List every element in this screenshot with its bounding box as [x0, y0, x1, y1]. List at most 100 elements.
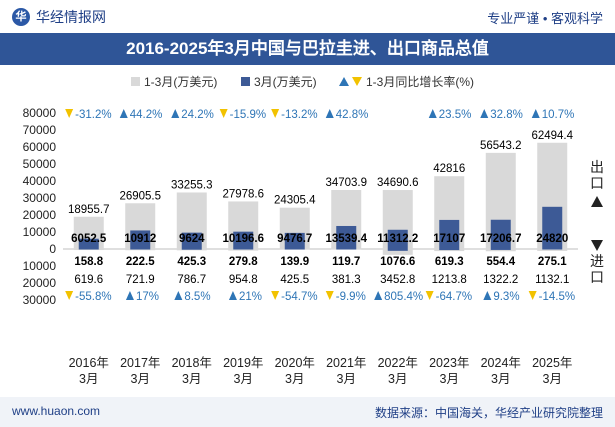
- export-month-label: 17206.7: [480, 233, 522, 245]
- export-ytd-label: 42816: [433, 163, 465, 175]
- import-ytd-label: 3452.8: [380, 274, 415, 286]
- import-growth-label: 17%: [136, 291, 159, 303]
- import-month-label: 275.1: [538, 256, 567, 268]
- import-month-bar: [130, 249, 151, 250]
- legend-up-arrow-icon: [339, 77, 349, 86]
- import-ytd-label: 619.6: [74, 274, 103, 286]
- import-month-bar: [542, 249, 563, 250]
- import-month-bar: [336, 249, 357, 250]
- export-growth-label: -13.2%: [281, 109, 317, 121]
- export-growth-up-arrow-icon: [480, 109, 489, 118]
- import-growth-label: 9.3%: [493, 291, 519, 303]
- export-month-bar: [130, 230, 151, 249]
- export-month-bar: [233, 231, 254, 249]
- y-tick-label: 70000: [23, 123, 57, 137]
- chart: 1-3月(万美元) 3月(万美元) 1-3月同比增长率(%) 80000 70000 60…: [23, 74, 604, 386]
- legend-ytd-label: 1-3月(万美元): [144, 75, 217, 89]
- export-month-label: 24820: [536, 233, 568, 245]
- export-growth-label: 23.5%: [439, 109, 472, 121]
- x-tick-label-year: 2024年: [481, 356, 521, 370]
- import-ytd-bar: [73, 249, 104, 251]
- export-month-bar: [284, 232, 305, 249]
- import-side-label: 口: [590, 269, 604, 285]
- y-tick-label: 20000: [23, 208, 57, 222]
- export-ytd-label: 34690.6: [377, 177, 419, 189]
- export-month-label: 17107: [433, 233, 465, 245]
- x-tick-label-month: 3月: [285, 372, 304, 386]
- export-growth-down-arrow-icon: [65, 109, 74, 118]
- import-growth-label: 21%: [239, 291, 262, 303]
- x-tick-label-month: 3月: [337, 372, 356, 386]
- import-growth-label: 805.4%: [384, 291, 423, 303]
- import-growth-down-arrow-icon: [65, 291, 74, 300]
- export-ytd-label: 56543.2: [480, 140, 522, 152]
- import-month-label: 425.3: [177, 256, 206, 268]
- footer-url[interactable]: www.huaon.com: [12, 404, 101, 418]
- export-month-label: 11312.2: [377, 233, 418, 245]
- x-tick-label-year: 2021年: [326, 356, 366, 370]
- import-month-bar: [284, 249, 305, 250]
- import-month-label: 158.8: [74, 256, 103, 268]
- x-tick-label-year: 2016年: [69, 356, 109, 370]
- export-month-label: 6052.5: [71, 233, 107, 245]
- footer: www.huaon.com 数据来源：中国海关，华经产业研究院整理: [0, 397, 615, 427]
- x-tick-label-year: 2020年: [275, 356, 315, 370]
- x-tick-label-year: 2019年: [223, 356, 263, 370]
- legend-month-label: 3月(万美元): [254, 75, 317, 89]
- x-tick-label-year: 2018年: [172, 356, 212, 370]
- x-tick-label-month: 3月: [491, 372, 510, 386]
- export-growth-label: 32.8%: [490, 109, 523, 121]
- export-ytd-label: 26905.5: [119, 190, 161, 202]
- legend-month-swatch: [241, 77, 250, 86]
- import-ytd-label: 954.8: [229, 274, 258, 286]
- export-growth-label: 10.7%: [542, 109, 575, 121]
- import-growth-up-arrow-icon: [174, 291, 183, 300]
- x-tick-label-month: 3月: [182, 372, 201, 386]
- x-tick-label-month: 3月: [388, 372, 407, 386]
- top-bar: 华 华经情报网 专业严谨 • 客观科学: [0, 0, 615, 33]
- x-tick-label-month: 3月: [440, 372, 459, 386]
- import-month-label: 554.4: [486, 256, 515, 268]
- export-growth-up-arrow-icon: [119, 109, 128, 118]
- legend-growth-label: 1-3月同比增长率(%): [366, 74, 474, 89]
- export-month-bar: [542, 206, 563, 249]
- import-growth-label: -64.7%: [436, 291, 472, 303]
- export-ytd-label: 27978.6: [222, 188, 264, 200]
- export-ytd-label: 62494.4: [531, 130, 573, 142]
- x-tick-label-year: 2022年: [378, 356, 418, 370]
- export-side-label: 口: [590, 175, 604, 191]
- y-tick-label: 50000: [23, 157, 57, 171]
- export-month-label: 10196.6: [222, 233, 264, 245]
- x-tick-label-year: 2023年: [429, 356, 469, 370]
- export-month-bar: [387, 229, 408, 249]
- export-growth-label: 42.8%: [336, 109, 369, 121]
- export-growth-up-arrow-icon: [428, 109, 437, 118]
- export-ytd-label: 18955.7: [68, 204, 110, 216]
- brand[interactable]: 华 华经情报网: [12, 6, 106, 28]
- import-growth-down-arrow-icon: [528, 291, 537, 300]
- x-tick-label-year: 2017年: [120, 356, 160, 370]
- import-side-arrow-icon: [591, 240, 603, 251]
- export-side-label: 出: [590, 159, 604, 175]
- export-growth-label: -31.2%: [75, 109, 111, 121]
- import-growth-down-arrow-icon: [325, 291, 334, 300]
- import-growth-down-arrow-icon: [271, 291, 280, 300]
- import-month-bar: [233, 249, 254, 250]
- export-growth-up-arrow-icon: [171, 109, 180, 118]
- import-month-bar: [439, 249, 460, 251]
- title-bar: 2016-2025年3月中国与巴拉圭进、出口商品总值: [0, 33, 615, 65]
- x-tick-label-month: 3月: [79, 372, 98, 386]
- y-tick-label: 20000: [23, 276, 57, 290]
- import-ytd-label: 721.9: [126, 274, 155, 286]
- import-growth-up-arrow-icon: [483, 291, 492, 300]
- export-month-bar: [490, 219, 511, 249]
- x-tick-label-month: 3月: [234, 372, 253, 386]
- import-growth-up-arrow-icon: [228, 291, 237, 300]
- import-ytd-label: 425.5: [280, 274, 309, 286]
- import-growth-down-arrow-icon: [425, 291, 434, 300]
- export-growth-up-arrow-icon: [325, 109, 334, 118]
- import-ytd-label: 786.7: [177, 274, 206, 286]
- import-growth-label: -9.9%: [336, 291, 366, 303]
- brand-name: 华经情报网: [36, 9, 106, 25]
